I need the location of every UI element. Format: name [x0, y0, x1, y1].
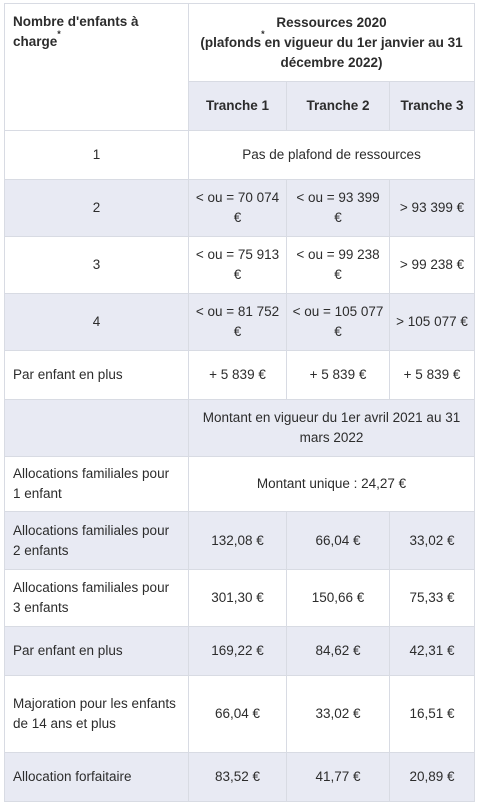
value-cell: 150,66 € — [286, 569, 390, 627]
value-cell: 42,31 € — [388, 626, 476, 676]
table-row: Par enfant en plus 169,22 € 84,62 € 42,3… — [4, 626, 476, 676]
value-cell: < ou = 70 074 € — [188, 179, 287, 237]
amounts-header-row: Montant en vigueur du 1er avril 2021 au … — [4, 399, 476, 457]
value-cell: + 5 839 € — [388, 350, 476, 400]
row-label: Par enfant en plus — [4, 350, 189, 400]
resources-title: Ressources 2020 — [276, 14, 387, 30]
table-row: 1 Pas de plafond de ressources — [4, 130, 476, 180]
tranche-1-header: Tranche 1 — [188, 81, 287, 131]
value-cell: < ou = 99 238 € — [286, 236, 390, 294]
asterisk-marker: * — [261, 29, 265, 39]
row-label: Majoration pour les enfants de 14 ans et… — [4, 675, 189, 753]
row-label: Allocations familiales pour 3 enfants — [4, 569, 189, 627]
value-cell: + 5 839 € — [286, 350, 390, 400]
header-row-tranches: Tranche 1 Tranche 2 Tranche 3 — [4, 81, 476, 131]
value-cell: < ou = 81 752 € — [188, 293, 287, 351]
value-cell: 83,52 € — [188, 752, 287, 802]
value-cell: 301,30 € — [188, 569, 287, 627]
row-label: Par enfant en plus — [4, 626, 189, 676]
children-count-header: Nombre d'enfants à charge* — [4, 3, 189, 131]
allocations-table: Nombre d'enfants à charge* Ressources 20… — [4, 3, 476, 802]
value-cell: < ou = 105 077 € — [286, 293, 390, 351]
row-label: 1 — [4, 130, 189, 180]
value-cell: 75,33 € — [388, 569, 476, 627]
header-row-resources: Nombre d'enfants à charge* Ressources 20… — [4, 3, 476, 131]
asterisk-marker: * — [57, 28, 61, 39]
value-cell: 169,22 € — [188, 626, 287, 676]
value-cell: 33,02 € — [286, 675, 390, 753]
table-row: Allocations familiales pour 2 enfants 13… — [4, 511, 476, 570]
row-label: Allocations familiales pour 2 enfants — [4, 511, 189, 570]
value-cell: 84,62 € — [286, 626, 390, 676]
value-cell: 66,04 € — [286, 511, 390, 570]
merged-cell: Montant unique : 24,27 € — [187, 456, 476, 512]
table-row: 3 < ou = 75 913 € < ou = 99 238 € > 99 2… — [4, 236, 476, 294]
resources-subtitle-a: (plafonds — [200, 34, 262, 50]
row-label: 3 — [4, 236, 189, 294]
value-cell: < ou = 93 399 € — [286, 179, 390, 237]
table-row: Allocation forfaitaire 83,52 € 41,77 € 2… — [4, 752, 476, 802]
tranche-3-header: Tranche 3 — [388, 81, 476, 131]
value-cell: 33,02 € — [388, 511, 476, 570]
value-cell: > 99 238 € — [388, 236, 476, 294]
table-row: Majoration pour les enfants de 14 ans et… — [4, 675, 476, 753]
value-cell: 16,51 € — [388, 675, 476, 753]
row-label: Allocation forfaitaire — [4, 752, 189, 802]
empty-cell — [4, 399, 189, 457]
value-cell: 41,77 € — [286, 752, 390, 802]
value-cell: + 5 839 € — [188, 350, 287, 400]
value-cell: > 105 077 € — [388, 293, 476, 351]
merged-cell: Pas de plafond de ressources — [187, 130, 476, 180]
table-row: Allocations familiales pour 3 enfants 30… — [4, 569, 476, 627]
value-cell: 66,04 € — [188, 675, 287, 753]
resources-header: Ressources 2020 (plafonds*en vigueur du … — [187, 3, 476, 82]
resources-subtitle-b: en vigueur du 1er janvier au 31 décembre… — [264, 34, 463, 70]
children-count-header-label: Nombre d'enfants à charge — [13, 14, 139, 49]
table-row: 4 < ou = 81 752 € < ou = 105 077 € > 105… — [4, 293, 476, 351]
value-cell: 20,89 € — [388, 752, 476, 802]
value-cell: > 93 399 € — [388, 179, 476, 237]
row-label: 4 — [4, 293, 189, 351]
table-row: Par enfant en plus + 5 839 € + 5 839 € +… — [4, 350, 476, 400]
value-cell: 132,08 € — [188, 511, 287, 570]
tranche-2-header: Tranche 2 — [286, 81, 390, 131]
amounts-header: Montant en vigueur du 1er avril 2021 au … — [187, 399, 476, 457]
table-row: 2 < ou = 70 074 € < ou = 93 399 € > 93 3… — [4, 179, 476, 237]
row-label: Allocations familiales pour 1 enfant — [4, 456, 189, 512]
row-label: 2 — [4, 179, 189, 237]
table-row: Allocations familiales pour 1 enfant Mon… — [4, 456, 476, 512]
value-cell: < ou = 75 913 € — [188, 236, 287, 294]
